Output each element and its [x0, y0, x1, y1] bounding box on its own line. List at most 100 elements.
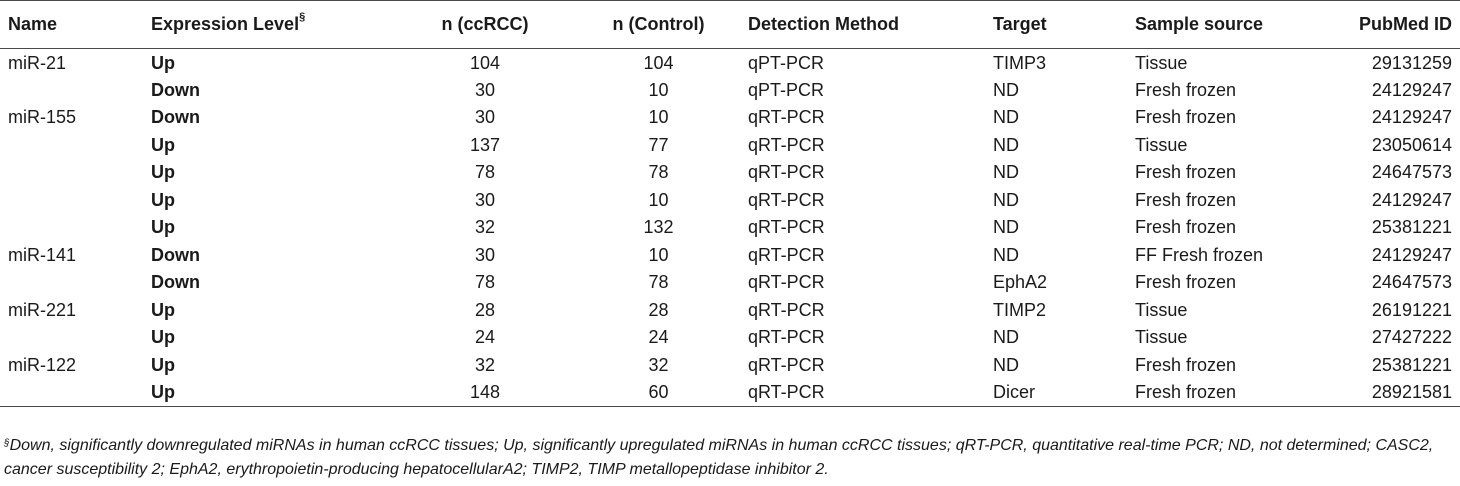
cell-n-control: 28	[648, 299, 669, 320]
cell-detection-method: qRT-PCR	[748, 244, 825, 265]
cell-target: ND	[993, 107, 1019, 128]
cell-n-control: 78	[648, 162, 669, 183]
cell-n-control: 77	[648, 134, 669, 155]
cell-target: ND	[993, 327, 1019, 348]
cell-sample-source: Fresh frozen	[1135, 189, 1237, 210]
cell-pubmed-id: 24129247	[1371, 107, 1452, 128]
header-target: Target	[985, 0, 1127, 49]
cell-expression-level: Up	[143, 378, 393, 407]
cell-n-control: 10	[648, 107, 669, 128]
cell-pubmed-id: 28921581	[1322, 378, 1460, 407]
cell-n-ccrcc: 24	[474, 327, 496, 348]
table-row: Up 137 77 qRT-PCR ND Tissue 23050614	[0, 131, 1460, 159]
cell-detection-method: qRT-PCR	[748, 107, 825, 128]
cell-detection-method: qRT-PCR	[748, 354, 825, 375]
cell-name	[0, 214, 143, 242]
cell-n-control: 10	[648, 189, 669, 210]
cell-detection-method: qRT-PCR	[748, 189, 825, 210]
cell-n-ccrcc: 28	[474, 299, 496, 320]
cell-detection-method: qRT-PCR	[748, 134, 825, 155]
table-body: miR-21 Up 104 104 qPT-PCR TIMP3 Tissue 29131259…	[0, 49, 1460, 407]
cell-sample-source: Fresh frozen	[1135, 354, 1237, 375]
table-row: Up 32 132 qRT-PCR ND Fresh frozen 25381221	[0, 214, 1460, 242]
cell-n-control: 24	[648, 327, 669, 348]
cell-sample-source: Tissue	[1135, 52, 1188, 73]
cell-name	[0, 131, 143, 159]
cell-detection-method: qRT-PCR	[748, 272, 825, 293]
header-expression-text: Expression Level	[151, 14, 300, 34]
cell-n-ccrcc: 30	[474, 189, 496, 210]
header-expression-level: Expression Level§	[143, 0, 393, 49]
cell-detection-method: qRT-PCR	[740, 378, 985, 407]
cell-n-ccrcc: 148	[393, 378, 577, 407]
cell-n-ccrcc: 30	[474, 244, 496, 265]
cell-sample-source: Fresh frozen	[1135, 217, 1237, 238]
cell-pubmed-id: 24129247	[1371, 79, 1452, 100]
cell-expression-level: Up	[151, 327, 175, 348]
cell-n-control: 132	[643, 217, 674, 238]
table-row: miR-221 Up 28 28 qRT-PCR TIMP2 Tissue 26191221	[0, 296, 1460, 324]
cell-expression-level: Up	[151, 299, 175, 320]
cell-detection-method: qRT-PCR	[748, 299, 825, 320]
table-row: miR-122 Up 32 32 qRT-PCR ND Fresh frozen 253812…	[0, 351, 1460, 379]
cell-sample-source: Fresh frozen	[1135, 272, 1237, 293]
cell-pubmed-id: 25381221	[1371, 217, 1452, 238]
cell-target: ND	[993, 217, 1019, 238]
cell-detection-method: qPT-PCR	[748, 52, 825, 73]
table-row: miR-141 Down 30 10 qRT-PCR ND FF Fresh frozen 2…	[0, 241, 1460, 269]
header-n-ccrcc: n (ccRCC)	[393, 0, 577, 49]
cell-name: miR-155	[8, 107, 77, 128]
table-row: Up 148 60 qRT-PCR Dicer Fresh frozen 28921581	[0, 378, 1460, 407]
cell-expression-level: Up	[151, 52, 175, 73]
cell-target: TIMP2	[993, 299, 1047, 320]
table-header: Name Expression Level§ n (ccRCC) n (Cont…	[0, 0, 1460, 49]
cell-target: ND	[993, 134, 1019, 155]
cell-target: EphA2	[993, 272, 1048, 293]
cell-pubmed-id: 23050614	[1371, 134, 1452, 155]
cell-sample-source: Tissue	[1135, 134, 1188, 155]
cell-sample-source: Fresh frozen	[1135, 162, 1237, 183]
table-row: Up 24 24 qRT-PCR ND Tissue 27427222	[0, 324, 1460, 352]
header-pubmed-id: PubMed ID	[1322, 0, 1460, 49]
cell-n-ccrcc: 104	[469, 52, 501, 73]
section-mark: §	[299, 11, 306, 23]
cell-expression-level: Down	[151, 79, 200, 100]
cell-target: ND	[993, 189, 1019, 210]
cell-target: ND	[993, 79, 1019, 100]
cell-detection-method: qRT-PCR	[748, 327, 825, 348]
mirna-table: Name Expression Level§ n (ccRCC) n (Cont…	[0, 0, 1460, 407]
cell-pubmed-id: 27427222	[1371, 327, 1452, 348]
cell-n-control: 32	[648, 354, 669, 375]
header-row: Name Expression Level§ n (ccRCC) n (Cont…	[0, 0, 1460, 49]
header-n-control: n (Control)	[577, 0, 740, 49]
cell-name	[0, 186, 143, 214]
table-row: Up 30 10 qRT-PCR ND Fresh frozen 24129247	[0, 186, 1460, 214]
cell-n-ccrcc: 30	[474, 107, 496, 128]
cell-name	[0, 378, 143, 407]
footnote-mark: §	[4, 438, 10, 449]
cell-name	[0, 324, 143, 352]
cell-pubmed-id: 24647573	[1371, 272, 1452, 293]
cell-sample-source: Tissue	[1135, 299, 1188, 320]
cell-target: ND	[993, 244, 1019, 265]
header-sample-source: Sample source	[1127, 0, 1322, 49]
cell-pubmed-id: 25381221	[1371, 354, 1452, 375]
table-row: Down 30 10 qPT-PCR ND Fresh frozen 24129247	[0, 76, 1460, 104]
cell-expression-level: Down	[151, 272, 200, 293]
cell-sample-source: FF Fresh frozen	[1135, 244, 1264, 265]
table-row: Up 78 78 qRT-PCR ND Fresh frozen 24647573	[0, 159, 1460, 187]
cell-target: TIMP3	[993, 52, 1047, 73]
cell-expression-level: Down	[151, 107, 200, 128]
cell-n-ccrcc: 78	[474, 272, 496, 293]
cell-pubmed-id: 29131259	[1371, 52, 1452, 73]
table-footnote: §Down, significantly downregulated miRNA…	[0, 434, 1456, 482]
cell-pubmed-id: 24129247	[1371, 244, 1452, 265]
cell-expression-level: Up	[151, 217, 175, 238]
cell-n-ccrcc: 32	[474, 217, 496, 238]
cell-expression-level: Up	[151, 354, 175, 375]
cell-pubmed-id: 24129247	[1371, 189, 1452, 210]
table-row: miR-155 Down 30 10 qRT-PCR ND Fresh frozen 2412…	[0, 104, 1460, 132]
cell-expression-level: Up	[151, 189, 175, 210]
cell-name	[0, 76, 143, 104]
